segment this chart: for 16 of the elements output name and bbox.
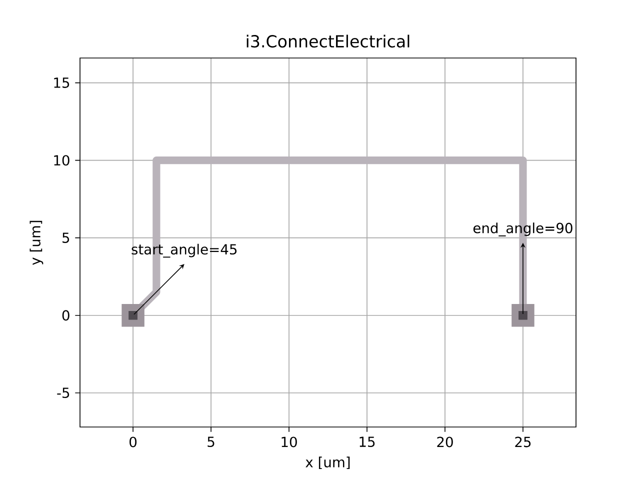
chart-title: i3.ConnectElectrical: [246, 34, 410, 48]
y-tick-label: 5: [62, 232, 70, 243]
x-tick-label: 0: [130, 436, 137, 448]
y-tick-label: 0: [62, 310, 70, 321]
y-tick-label: 10: [54, 155, 70, 166]
y-tick-label: 15: [54, 78, 70, 88]
annotation: start_angle=45: [132, 244, 237, 258]
x-tick-label: 20: [437, 436, 453, 448]
y-tick-label: -5: [57, 388, 70, 398]
annotation: end_angle=90: [473, 222, 572, 236]
x-tick-label: 15: [360, 436, 375, 448]
x-axis-title: x [um]: [306, 456, 350, 470]
x-tick-label: 5: [208, 436, 214, 448]
y-axis-title: y [um]: [30, 220, 44, 265]
x-tick-label: 25: [515, 436, 531, 448]
x-tick-label: 10: [282, 436, 297, 448]
